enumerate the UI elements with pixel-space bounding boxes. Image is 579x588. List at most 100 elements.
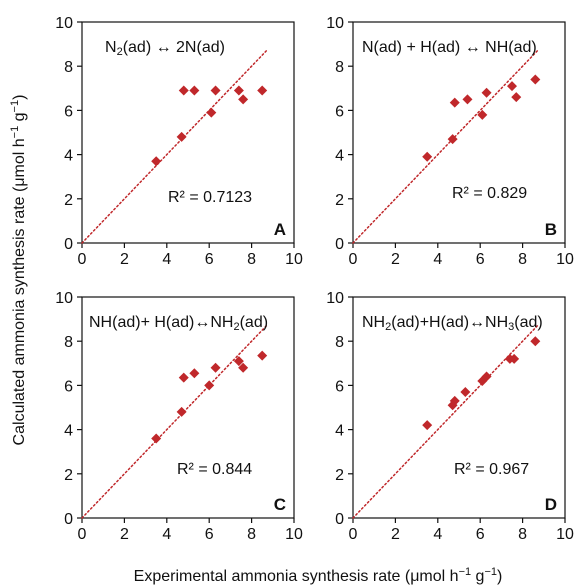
r-squared-label: R² = 0.829 [452,185,527,202]
equation-part: 2 [233,321,239,333]
plot-frame [352,21,566,244]
fit-line [352,49,539,244]
data-point [449,395,460,406]
y-tick-label: 6 [335,378,344,395]
data-point [422,420,433,431]
y-tick-label: 4 [64,423,73,440]
panel-b: 0 2 4 6 8 10 0 2 4 6 8 10 N(ad) + H(ad) ↔ NH(ad) R² =… [326,15,574,268]
y-tick-label: 10 [326,15,344,32]
data-point [178,85,189,96]
x-tick-label: 8 [518,251,527,268]
y-tick-label: 2 [64,467,73,484]
x-tick-label: 2 [120,526,129,543]
x-tick-label: 2 [391,251,400,268]
x-tick-label: 10 [556,251,574,268]
data-point [238,362,249,373]
panel-letter: A [274,220,286,239]
data-point [210,362,221,373]
x-tick-label: 8 [247,526,256,543]
fit-line [81,49,268,244]
data-point [206,107,217,118]
x-tick-label: 10 [285,526,303,543]
plot-frame [81,296,295,519]
data-point [447,134,458,145]
y-tick-label: 6 [335,103,344,120]
panel-letter: B [545,220,557,239]
equation-part: (ad) ↔ 2N(ad) [123,39,225,56]
equation-part: (ad) [514,314,542,331]
x-tick-label: 0 [349,526,358,543]
y-tick-label: 8 [64,59,73,76]
data-point [530,74,541,85]
data-point [422,151,433,162]
data-point [210,85,221,96]
x-tick-label: 6 [205,251,214,268]
equation-part: (ad)+H(ad)↔NH [391,314,508,331]
y-tick-label: 0 [64,236,73,253]
data-point [481,87,492,98]
data-point [257,350,268,361]
x-tick-label: 0 [78,526,87,543]
data-point [178,372,189,383]
data-point [151,156,162,167]
data-point [477,109,488,120]
y-tick-label: 2 [64,192,73,209]
data-point [507,81,517,92]
y-tick-label: 6 [64,378,73,395]
x-tick-label: 0 [78,251,87,268]
data-point [257,85,268,96]
x-tick-label: 4 [433,526,442,543]
x-tick-label: 2 [120,251,129,268]
y-tick-label: 0 [64,511,73,528]
y-tick-label: 0 [335,236,344,253]
data-point [511,92,522,103]
data-point [176,406,187,417]
plot-frame [81,21,295,244]
data-point [233,85,244,96]
data-point [481,371,492,382]
x-tick-label: 4 [162,526,171,543]
y-tick-label: 10 [55,15,73,32]
y-tick-label: 2 [335,192,344,209]
y-tick-label: 6 [64,103,73,120]
x-tick-label: 6 [205,526,214,543]
reaction-equation: NH2(ad)+H(ad)↔NH3(ad) [362,314,543,333]
y-tick-label: 8 [335,59,344,76]
data-point [238,94,249,105]
x-tick-label: 8 [247,251,256,268]
reaction-equation: NH(ad)+ H(ad)↔NH2(ad) [89,314,268,333]
data-point [204,380,215,391]
y-tick-label: 10 [55,290,73,307]
x-tick-label: 10 [556,526,574,543]
panels-group: 0 2 4 6 8 10 0 2 4 6 8 10 N2(ad) ↔ 2N(ad) R² = 0.7123… [55,15,574,543]
y-tick-label: 0 [335,511,344,528]
equation-part: (ad) [240,314,268,331]
y-axis-title: Calculated ammonia synthesis rate (μmol … [9,95,28,446]
data-point [460,387,471,398]
x-tick-label: 6 [476,526,485,543]
y-tick-label: 8 [64,334,73,351]
equation-part: NH(ad)+ H(ad)↔NH [89,314,233,331]
data-point [189,85,200,96]
panel-letter: D [545,495,557,514]
y-tick-label: 2 [335,467,344,484]
y-tick-label: 10 [326,290,344,307]
y-tick-label: 4 [335,148,344,165]
y-tick-label: 4 [335,423,344,440]
data-point [233,356,244,367]
r-squared-label: R² = 0.844 [177,461,252,478]
equation-part: N(ad) + H(ad) ↔ NH(ad) [362,39,537,56]
data-point [151,433,162,444]
data-point [462,94,473,105]
x-tick-label: 10 [285,251,303,268]
data-point [189,368,200,379]
y-tick-label: 8 [335,334,344,351]
r-squared-label: R² = 0.7123 [168,189,252,206]
reaction-equation: N2(ad) ↔ 2N(ad) [105,39,225,58]
x-tick-label: 2 [391,526,400,543]
equation-part: 2 [385,321,391,333]
x-tick-label: 0 [349,251,358,268]
